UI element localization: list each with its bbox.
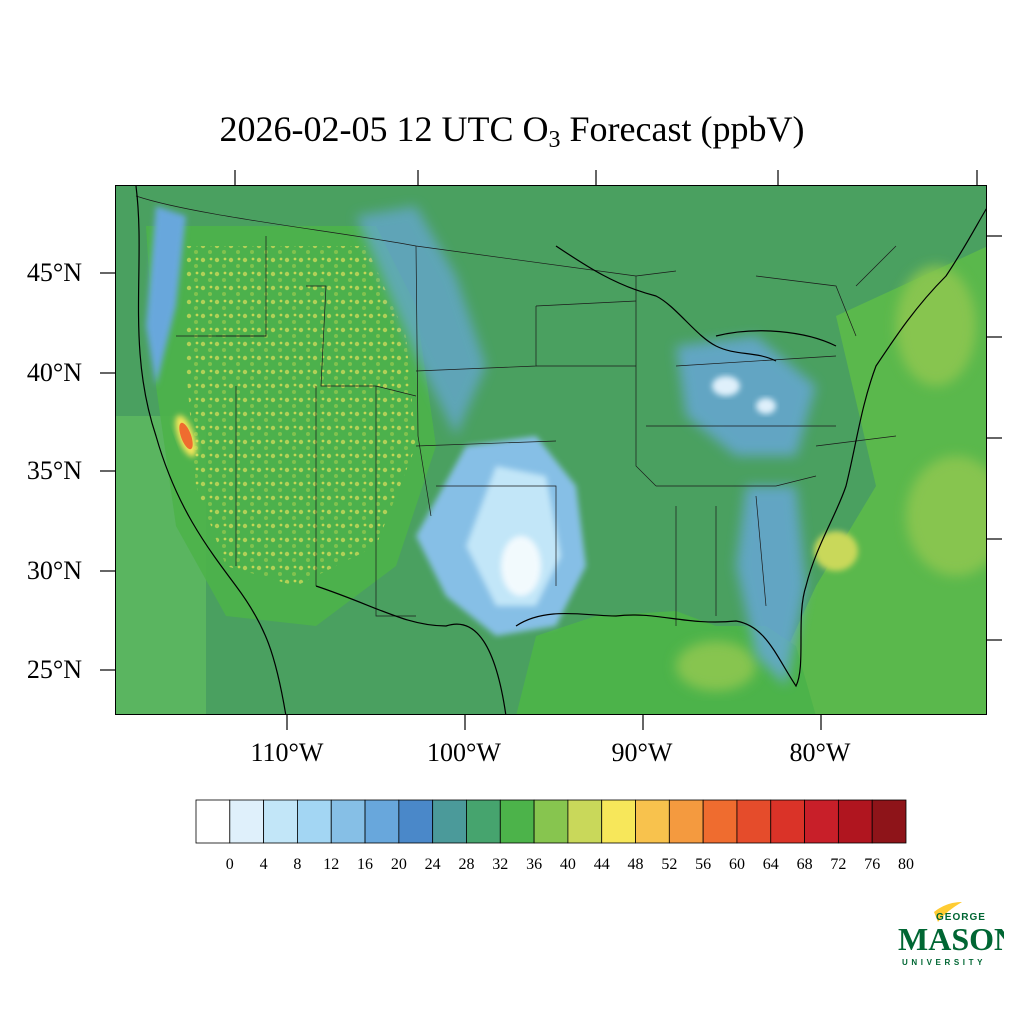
colorbar-swatch (466, 799, 501, 844)
lon-label-80w: 80°W (789, 738, 851, 767)
colorbar-swatch (837, 799, 873, 844)
colorbar-swatch (770, 799, 805, 844)
colorbar-tick-label: 48 (627, 856, 644, 873)
colorbar-swatch (330, 799, 366, 844)
logo-flame-icon (934, 902, 962, 922)
title-prefix: 2026-02-05 12 UTC O (219, 109, 549, 149)
colorbar-tick-label: 32 (492, 856, 509, 873)
colorbar-tick-label: 80 (898, 856, 914, 873)
colorbar-swatch (668, 799, 704, 844)
colorbar-swatch (432, 799, 467, 844)
lon-label-110w: 110°W (250, 738, 324, 767)
lat-label-25: 25°N (26, 655, 82, 684)
colorbar-tick-label: 12 (323, 856, 340, 873)
colorbar-swatch (364, 799, 400, 844)
colorbar-tick-label: 4 (259, 856, 268, 873)
colorbar-swatch (398, 799, 434, 844)
lat-label-30: 30°N (26, 556, 82, 585)
colorbar-tick-label: 28 (458, 856, 475, 873)
colorbar-tick-label: 0 (225, 856, 234, 873)
colorbar-tick-label: 72 (830, 856, 847, 873)
colorbar-swatch (871, 799, 907, 844)
colorbar-tick-label: 24 (424, 856, 441, 873)
colorbar-swatch (601, 799, 636, 844)
colorbar-swatch (297, 799, 332, 844)
colorbar-swatch (567, 799, 603, 844)
colorbar-swatch (804, 799, 839, 844)
colorbar-swatch (635, 799, 670, 844)
title-subscript: 3 (548, 127, 561, 153)
colorbar-tick-label: 60 (728, 856, 745, 873)
colorbar-swatch (702, 799, 738, 844)
svg-text:UNIVERSITY: UNIVERSITY (902, 958, 986, 967)
colorbar-swatch (533, 799, 569, 844)
colorbar-tick-label: 40 (559, 856, 576, 873)
ozone-map (115, 185, 987, 715)
colorbar-tick-label: 64 (762, 856, 779, 873)
colorbar-swatch (263, 799, 298, 844)
colorbar-tick-label: 36 (526, 856, 543, 873)
lat-label-40: 40°N (26, 358, 82, 387)
colorbar-tick-label: 44 (593, 856, 610, 873)
colorbar-tick-label: 68 (796, 856, 813, 873)
colorbar-swatch (499, 799, 535, 844)
colorbar-tick-label: 16 (357, 856, 374, 873)
colorbar-tick-label: 52 (661, 856, 678, 873)
ozone-map-canvas (116, 186, 986, 714)
university-logo: GEORGE MASON UNIVERSITY (898, 902, 1004, 967)
svg-text:MASON: MASON (898, 921, 1004, 957)
title-suffix: Forecast (ppbV) (560, 109, 805, 149)
colorbar-tick-label: 20 (390, 856, 407, 873)
colorbar-swatch (736, 799, 772, 844)
colorbar-tick-label: 56 (695, 856, 712, 873)
lat-label-45: 45°N (26, 258, 82, 287)
svg-text:GEORGE: GEORGE (936, 912, 986, 923)
colorbar-tick-label: 76 (864, 856, 881, 873)
lon-label-90w: 90°W (611, 738, 673, 767)
page-title: 2026-02-05 12 UTC O3 Forecast (ppbV) (0, 108, 1024, 154)
colorbar-tick-label: 8 (293, 856, 302, 873)
lat-label-35: 35°N (26, 456, 82, 485)
lon-label-100w: 100°W (427, 738, 501, 767)
colorbar-swatch (195, 799, 231, 844)
colorbar-swatch (229, 799, 265, 844)
